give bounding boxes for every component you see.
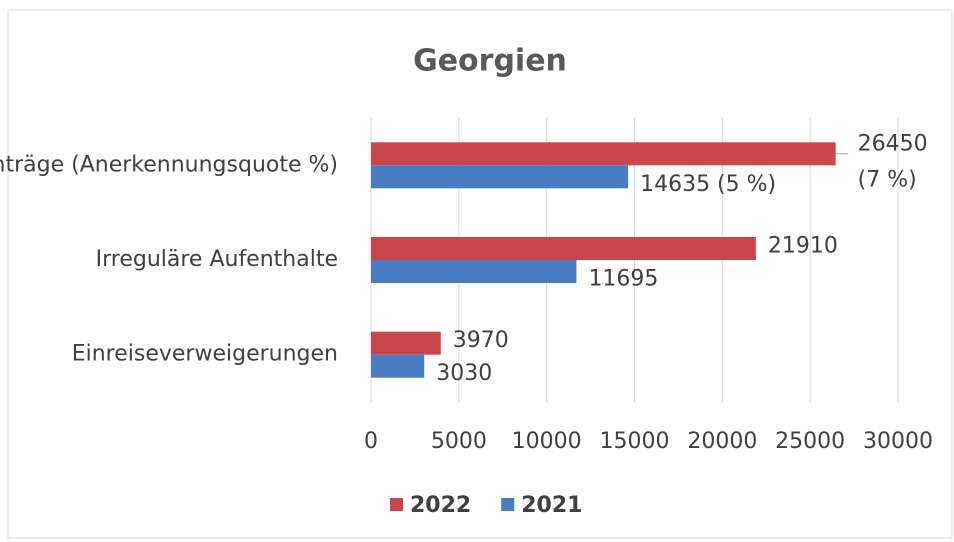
bar	[371, 142, 836, 166]
data-label: 14635 (5 %)	[640, 172, 776, 197]
bar	[371, 260, 577, 283]
data-label: 21910	[768, 234, 838, 259]
x-tick-label: 5000	[431, 429, 487, 454]
x-tick-label: 25000	[775, 429, 845, 454]
legend-label: 2022	[410, 493, 471, 518]
x-tick-label: 30000	[863, 429, 933, 454]
data-label: 3970	[453, 328, 509, 353]
x-tick-label: 15000	[600, 429, 670, 454]
data-label: 3030	[436, 361, 492, 386]
data-label: 11695	[588, 267, 658, 292]
y-tick-label: Einreiseverweigerungen	[72, 342, 338, 367]
bar	[371, 165, 629, 189]
bar	[371, 237, 756, 260]
bar	[371, 331, 441, 355]
data-label: 26450 (7 %)	[858, 131, 928, 192]
y-tick-label: Asylanträge (Anerkennungsquote %)	[0, 152, 338, 177]
x-tick-label: 10000	[512, 429, 582, 454]
legend-label: 2021	[521, 493, 582, 518]
y-tick-label: Irreguläre Aufenthalte	[96, 247, 338, 272]
legend-swatch	[390, 498, 403, 511]
x-tick-label: 0	[364, 429, 378, 454]
legend-swatch	[501, 498, 515, 511]
chart-title: Georgien	[413, 44, 567, 79]
x-tick-label: 20000	[687, 429, 757, 454]
bar	[371, 354, 425, 378]
